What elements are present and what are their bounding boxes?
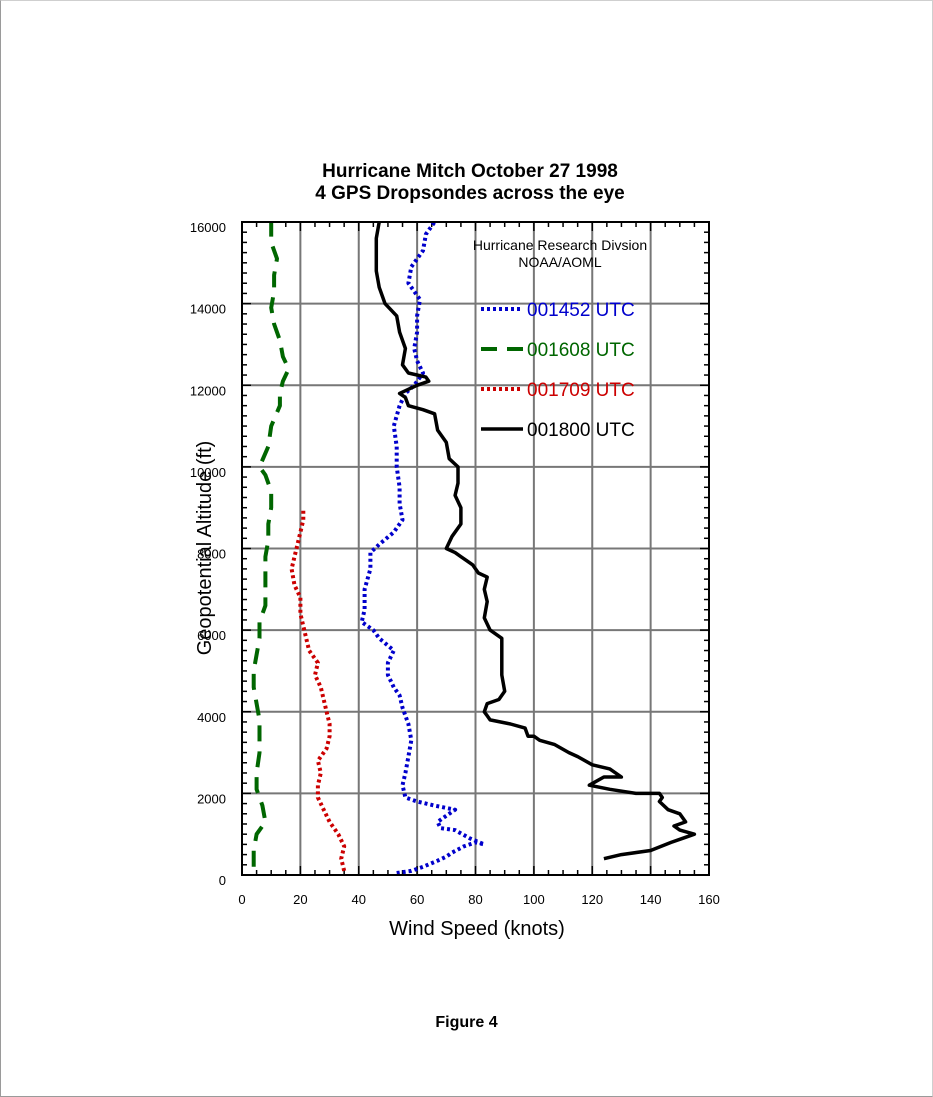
x-tick-label: 100 (523, 892, 545, 907)
plot-frame (241, 221, 710, 876)
y-tick-label: 0 (219, 873, 226, 888)
y-tick-label: 2000 (197, 791, 226, 806)
figure-caption: Figure 4 (435, 1014, 498, 1031)
credit-line-2: NOAA/AOML (518, 254, 601, 270)
series-line-1 (251, 222, 291, 867)
x-tick-label: 0 (238, 892, 245, 907)
x-tick-label: 80 (468, 892, 482, 907)
tick-labels: 0 20 40 60 80 100 120 140 160 0 2000 4000 6000 8000 10… (190, 220, 720, 907)
series-line-3 (374, 221, 697, 861)
x-tick-label: 20 (293, 892, 307, 907)
x-tick-label: 160 (698, 892, 720, 907)
y-tick-label: 16000 (190, 220, 226, 235)
y-tick-label: 10000 (190, 465, 226, 480)
series-layer (251, 220, 697, 875)
x-tick-label: 60 (410, 892, 424, 907)
x-tick-label: 120 (581, 892, 603, 907)
credit-line-1: Hurricane Research Divsion (473, 237, 647, 253)
legend: 001452 UTC 001608 UTC 001709 UTC 001800 UTC (481, 300, 635, 441)
x-axis-label: Wind Speed (knots) (389, 918, 565, 940)
legend-label-0: 001452 UTC (527, 300, 635, 321)
y-tick-label: 6000 (197, 628, 226, 643)
y-tick-label: 4000 (197, 710, 226, 725)
grid (242, 222, 709, 875)
chart-title: Hurricane Mitch October 27 1998 (322, 161, 618, 182)
x-tick-label: 40 (352, 892, 366, 907)
legend-label-3: 001800 UTC (527, 420, 635, 441)
y-tick-label: 12000 (190, 383, 226, 398)
legend-label-2: 001709 UTC (527, 380, 635, 401)
y-tick-label: 14000 (190, 302, 226, 317)
x-tick-label: 140 (640, 892, 662, 907)
series-line-0 (359, 220, 487, 875)
chart-subtitle: 4 GPS Dropsondes across the eye (315, 183, 624, 204)
legend-label-1: 001608 UTC (527, 340, 635, 361)
y-axis-label: Geopotential Altitude (ft) (194, 441, 216, 656)
y-tick-label: 8000 (197, 547, 226, 562)
